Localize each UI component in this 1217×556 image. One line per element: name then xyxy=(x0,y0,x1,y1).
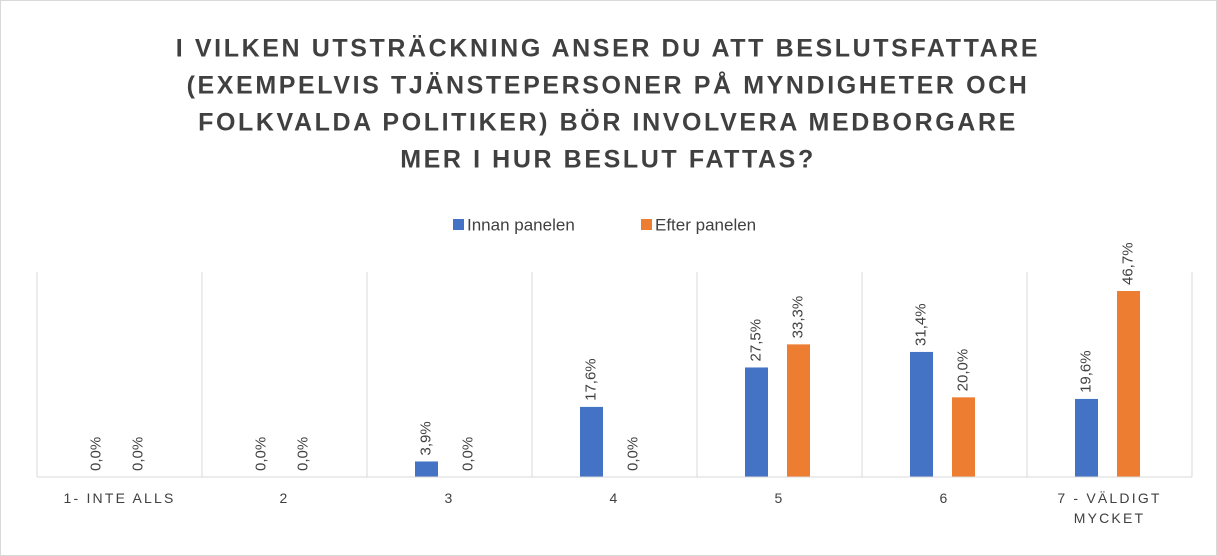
data-label: 31,4% xyxy=(912,303,929,346)
bar xyxy=(1117,291,1140,477)
data-label: 17,6% xyxy=(582,358,599,401)
bar xyxy=(910,351,933,477)
x-tick-label-box: 7 - VÄLDIGT MYCKET xyxy=(1057,490,1162,526)
data-label: 33,3% xyxy=(789,296,806,339)
data-label: 0,0% xyxy=(459,437,476,471)
chart-title: FOLKVALDA POLITIKER) BÖR INVOLVERA MEDBO… xyxy=(198,108,1018,137)
x-tick-label-box: 1- INTE ALLS xyxy=(63,490,176,506)
chart-title: (EXEMPELVIS TJÄNSTEPERSONER PÅ MYNDIGHET… xyxy=(187,71,1030,100)
data-label: 20,0% xyxy=(954,349,971,392)
bar xyxy=(952,397,975,477)
chart-title: I VILKEN UTSTRÄCKNING ANSER DU ATT BESLU… xyxy=(176,35,1040,63)
x-tick-label-box: 4 xyxy=(609,490,620,506)
x-tick-label: 3 xyxy=(444,490,455,506)
legend-label: Innan panelen xyxy=(467,215,575,234)
data-label: 46,7% xyxy=(1119,242,1136,285)
chart-title: MER I HUR BESLUT FATTAS? xyxy=(400,146,816,174)
bar xyxy=(787,344,810,477)
data-label: 0,0% xyxy=(129,437,146,471)
data-label: 0,0% xyxy=(87,437,104,471)
bar xyxy=(745,367,768,477)
legend-swatch xyxy=(453,219,464,230)
x-tick-label-box: 3 xyxy=(444,490,455,506)
x-tick-label: 4 xyxy=(609,490,620,506)
x-tick-label-box: 6 xyxy=(939,490,950,506)
data-label: 0,0% xyxy=(294,437,311,471)
x-tick-label: 2 xyxy=(279,490,290,506)
bar xyxy=(415,461,438,477)
x-tick-label: 1- INTE ALLS xyxy=(63,490,176,506)
bar xyxy=(1075,398,1098,477)
data-label: 0,0% xyxy=(624,437,641,471)
x-tick-label-box: 2 xyxy=(279,490,290,506)
x-tick-label: 5 xyxy=(774,490,785,506)
x-tick-label: 6 xyxy=(939,490,950,506)
x-tick-label: 7 - VÄLDIGT MYCKET xyxy=(1057,490,1162,526)
legend-swatch xyxy=(641,219,652,230)
data-label: 3,9% xyxy=(417,421,434,455)
data-label: 19,6% xyxy=(1077,350,1094,393)
x-tick-label-box: 5 xyxy=(774,490,785,506)
bar xyxy=(580,406,603,477)
legend-label: Efter panelen xyxy=(655,215,756,234)
data-label: 27,5% xyxy=(747,319,764,362)
data-label: 0,0% xyxy=(252,437,269,471)
